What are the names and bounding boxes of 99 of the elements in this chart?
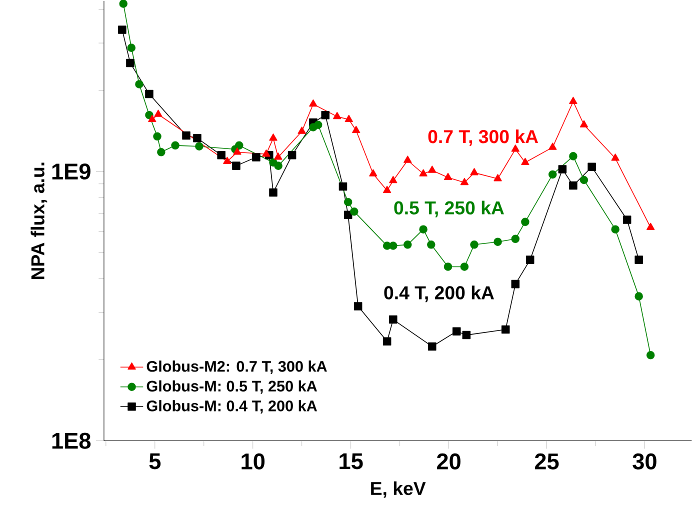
point [148,114,156,122]
point [622,216,632,224]
x-tick-label: 10 [242,454,265,470]
point [444,262,452,271]
point [580,120,588,128]
point [462,331,471,340]
point [119,0,128,8]
point [521,158,530,166]
point [135,80,144,88]
y-tick-label: 1E9 [52,164,90,180]
annotation: 0.4 T, 200 kA [384,286,494,302]
point [569,182,578,190]
point [427,240,436,249]
point [452,327,461,336]
point [580,176,588,184]
x-tick-label: 15 [340,454,363,470]
point [460,178,469,186]
x-tick-label: 30 [632,454,656,470]
point [511,234,520,244]
point [153,132,162,141]
annotation: 0.7 T, 300 kA [428,130,538,146]
point [548,170,557,179]
point [428,342,436,351]
point [470,240,478,249]
point [344,114,353,122]
point [354,302,362,310]
point [269,134,278,141]
point [217,151,226,160]
y-axis-title: NPA flux, a.u. [30,162,48,280]
point [419,169,428,177]
point [611,225,620,234]
point [145,90,154,98]
point [389,316,398,324]
point [182,132,190,140]
point [262,150,270,157]
point [419,225,428,234]
point [274,152,282,160]
point [404,240,412,249]
point [511,280,520,288]
point [223,156,232,164]
point [634,292,643,301]
point [501,325,510,334]
point [171,141,180,150]
point [369,169,378,177]
point [569,152,578,160]
point [634,256,643,264]
x-tick-label: 25 [534,454,559,470]
point [352,126,360,134]
point [428,166,436,173]
annotation: 0.5 T, 250 kA [394,200,504,218]
point [333,112,342,120]
point [309,100,318,107]
point [526,256,534,264]
point [569,96,578,104]
point [494,238,502,246]
point [444,172,452,180]
point [646,351,655,360]
point [118,26,126,34]
point [511,144,520,152]
point [232,162,240,170]
point [382,337,392,346]
point [558,165,567,174]
point [646,222,655,230]
point [195,142,204,151]
point [389,176,398,184]
point [494,174,502,182]
point [548,142,557,150]
point [127,44,136,52]
point [233,148,242,155]
point [470,168,478,176]
point [404,156,412,164]
point [274,162,282,170]
point [382,186,392,194]
point [314,120,322,130]
point [269,188,278,197]
point [521,218,530,226]
point [460,262,469,271]
point [321,111,330,120]
point [298,126,306,134]
point [126,58,134,68]
point [389,242,398,250]
legend-label: Globus-M2: 0.7 T, 300 kA [146,360,327,374]
point [288,151,296,160]
point [157,148,166,156]
point [154,110,162,118]
point [338,182,348,191]
point [588,162,596,172]
legend-label: Globus-M: 0.5 T, 250 kA [146,380,317,394]
y-tick-label: 1E8 [52,432,91,449]
point [235,141,244,150]
x-tick-label: 5 [149,454,161,470]
x-tick-label: 20 [436,454,460,470]
point [252,153,260,162]
point [344,198,352,206]
point [611,154,620,161]
point [193,134,202,142]
x-axis-title: E, keV [371,481,426,498]
legend-label: Globus-M: 0.4 T, 200 kA [146,400,317,414]
point [350,208,358,216]
